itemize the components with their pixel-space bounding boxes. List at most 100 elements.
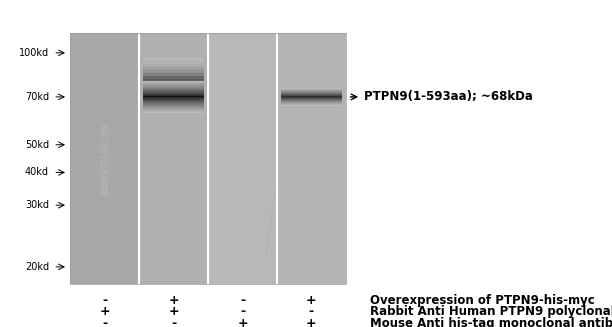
Text: Rabbit Anti Human PTPN9 polyclonal antibody: Rabbit Anti Human PTPN9 polyclonal antib… xyxy=(370,305,612,318)
Bar xyxy=(143,79,204,80)
Bar xyxy=(143,76,204,77)
Bar xyxy=(143,78,204,79)
Bar xyxy=(143,103,204,104)
Bar xyxy=(143,93,204,94)
Bar xyxy=(143,105,204,106)
Bar xyxy=(281,91,341,92)
Bar xyxy=(281,89,341,90)
Bar xyxy=(281,93,341,94)
Text: 40kd: 40kd xyxy=(25,167,49,178)
Bar xyxy=(281,92,341,93)
Bar xyxy=(281,88,341,89)
Bar xyxy=(143,86,204,87)
Text: Mouse Anti his-tag monoclonal antibody: Mouse Anti his-tag monoclonal antibody xyxy=(370,317,612,327)
Bar xyxy=(281,89,341,90)
Text: +: + xyxy=(168,305,179,318)
Bar xyxy=(281,103,341,104)
Bar xyxy=(143,88,204,89)
Bar xyxy=(143,99,204,100)
Text: +: + xyxy=(306,294,316,307)
Bar xyxy=(143,69,204,70)
Text: +: + xyxy=(237,317,248,327)
Bar xyxy=(143,80,204,81)
Bar xyxy=(281,93,341,94)
Bar xyxy=(281,97,341,98)
Bar xyxy=(143,68,204,69)
Bar xyxy=(143,61,204,62)
Bar xyxy=(143,63,204,64)
Bar xyxy=(143,77,204,78)
Bar xyxy=(143,81,204,82)
Text: 30kd: 30kd xyxy=(25,200,49,210)
Bar xyxy=(143,62,204,63)
Bar xyxy=(143,74,204,75)
Bar xyxy=(143,111,204,112)
Bar xyxy=(143,96,204,97)
Bar xyxy=(143,106,204,107)
Bar xyxy=(281,99,341,100)
Bar xyxy=(281,102,341,103)
Bar xyxy=(143,108,204,109)
Bar xyxy=(143,83,204,84)
Bar xyxy=(208,33,277,284)
Text: -: - xyxy=(240,305,245,318)
Bar xyxy=(143,105,204,106)
Bar xyxy=(281,100,341,101)
Bar xyxy=(143,98,204,99)
Bar xyxy=(277,33,346,284)
Bar xyxy=(143,97,204,98)
Bar xyxy=(143,85,204,86)
Bar xyxy=(143,70,204,72)
Bar xyxy=(143,81,204,82)
Bar xyxy=(143,104,204,105)
Text: Overexpression of PTPN9-his-myc: Overexpression of PTPN9-his-myc xyxy=(370,294,595,307)
Bar xyxy=(143,75,204,76)
Text: 20kd: 20kd xyxy=(25,262,49,272)
Bar xyxy=(143,107,204,108)
Bar xyxy=(143,82,204,83)
Bar xyxy=(143,106,204,107)
Bar xyxy=(143,95,204,96)
Bar xyxy=(281,94,341,95)
Bar xyxy=(281,96,341,97)
Bar xyxy=(281,98,341,99)
Bar xyxy=(143,109,204,110)
Bar xyxy=(143,100,204,101)
Text: PTPN9(1-593aa); ~68kDa: PTPN9(1-593aa); ~68kDa xyxy=(364,90,533,103)
Text: +: + xyxy=(168,294,179,307)
Bar xyxy=(143,67,204,68)
Text: 50kd: 50kd xyxy=(25,140,49,150)
Text: WWW.PTGLAB.COM: WWW.PTGLAB.COM xyxy=(102,122,111,196)
Bar xyxy=(281,98,341,99)
Bar xyxy=(143,110,204,111)
Text: -: - xyxy=(309,305,314,318)
Bar xyxy=(281,99,341,100)
Bar xyxy=(143,86,204,87)
Bar xyxy=(281,90,341,91)
Text: +: + xyxy=(100,305,110,318)
Bar xyxy=(281,100,341,101)
Bar xyxy=(143,87,204,88)
Bar xyxy=(139,33,208,284)
Bar xyxy=(143,79,204,80)
Bar xyxy=(281,94,341,95)
Bar xyxy=(281,90,341,91)
Bar xyxy=(281,95,341,96)
Bar xyxy=(281,101,341,102)
Bar xyxy=(281,90,341,91)
Bar xyxy=(143,59,204,60)
Bar xyxy=(143,83,204,84)
Bar xyxy=(143,109,204,110)
Bar xyxy=(143,92,204,93)
Bar xyxy=(143,60,204,61)
Bar xyxy=(281,103,341,104)
Bar xyxy=(143,88,204,89)
Bar xyxy=(143,112,204,113)
Bar xyxy=(281,97,341,98)
Text: -: - xyxy=(102,317,107,327)
Bar xyxy=(143,67,204,68)
Bar xyxy=(143,104,204,105)
Bar xyxy=(143,74,204,75)
Bar xyxy=(281,102,341,103)
Bar xyxy=(143,92,204,93)
